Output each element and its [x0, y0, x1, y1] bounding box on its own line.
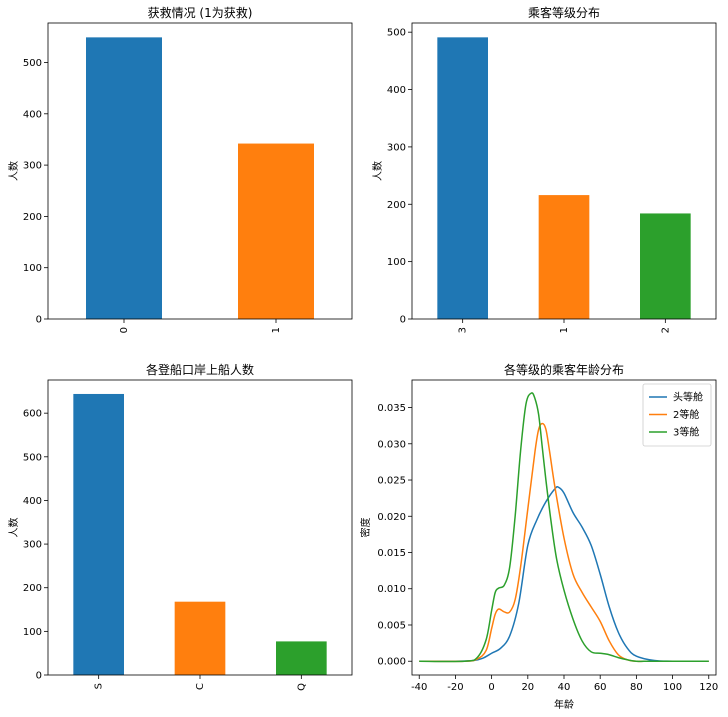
- x-tick-label: 1: [559, 327, 570, 333]
- x-tick-label: 40: [558, 682, 571, 693]
- x-tick-label: 0: [119, 327, 130, 333]
- series-line-2: [419, 422, 709, 663]
- x-tick-label: 80: [630, 682, 643, 693]
- chart-title: 乘客等级分布: [528, 5, 600, 20]
- y-tick-label: 0.010: [377, 584, 406, 595]
- y-axis-label: 人数: [371, 161, 384, 181]
- chart-age-density: -40 -20 0 20 40 60 80 100 120 0.000 0.005 0.010 0.01…: [359, 362, 718, 711]
- y-tick-label: 400: [23, 496, 42, 507]
- y-tick-label: 300: [23, 540, 42, 551]
- y-tick-label: 0.025: [377, 476, 406, 487]
- y-axis-label: 密度: [359, 518, 372, 538]
- x-tick-label: C: [195, 683, 206, 690]
- y-tick-label: 0.035: [377, 403, 406, 414]
- y-tick-label: 100: [23, 263, 42, 274]
- bar-2: [640, 213, 691, 319]
- series-line-3: [419, 392, 709, 663]
- x-tick-label: -40: [411, 682, 427, 693]
- x-tick-label: -20: [447, 682, 463, 693]
- bar-1: [238, 143, 314, 319]
- y-tick-label: 200: [23, 583, 42, 594]
- y-tick-label: 500: [23, 452, 42, 463]
- axes-frame: [47, 379, 353, 676]
- legend-label-1: 头等舱: [673, 391, 703, 404]
- x-tick-label: S: [94, 683, 105, 689]
- legend-box: [642, 383, 712, 447]
- series-line-1: [419, 486, 709, 663]
- bar-Q: [276, 641, 327, 675]
- axes-frame: [411, 379, 717, 676]
- y-tick-label: 500: [23, 58, 42, 69]
- x-tick-label: 20: [521, 682, 534, 693]
- x-tick-label: 60: [594, 682, 607, 693]
- legend-label-2: 2等舱: [673, 408, 699, 421]
- axes-frame: [47, 22, 353, 320]
- chart-title: 获救情况 (1为获救): [148, 5, 253, 20]
- y-tick-label: 500: [387, 28, 406, 39]
- y-axis-label: 人数: [7, 161, 20, 181]
- y-tick-label: 100: [23, 627, 42, 638]
- y-axis-label: 人数: [7, 518, 20, 538]
- y-tick-label: 0.020: [377, 512, 406, 523]
- x-tick-label: 0: [488, 682, 494, 693]
- y-tick-label: 0: [36, 315, 42, 326]
- x-tick-label: 3: [458, 327, 469, 333]
- legend-label-3: 3等舱: [673, 426, 699, 439]
- y-tick-label: 0.005: [377, 620, 406, 631]
- bar-3: [437, 37, 488, 319]
- y-tick-label: 300: [23, 161, 42, 172]
- x-tick-label: 120: [699, 682, 718, 693]
- chart-title: 各等级的乘客年龄分布: [504, 362, 624, 377]
- axes-frame: [411, 22, 717, 320]
- y-tick-label: 0: [400, 315, 406, 326]
- y-tick-label: 100: [387, 257, 406, 268]
- bar-S: [73, 393, 124, 675]
- bar-0: [86, 37, 162, 319]
- y-tick-label: 400: [23, 109, 42, 120]
- y-tick-label: 600: [23, 409, 42, 420]
- x-tick-label: 2: [660, 327, 671, 333]
- bar-C: [174, 601, 226, 675]
- bar-1: [538, 195, 590, 319]
- y-tick-label: 300: [387, 142, 406, 153]
- y-tick-label: 0.000: [377, 657, 406, 668]
- y-tick-label: 0.030: [377, 439, 406, 450]
- y-tick-label: 400: [387, 85, 406, 96]
- x-tick-label: 100: [663, 682, 682, 693]
- x-tick-label: Q: [296, 683, 307, 691]
- x-axis-label: 年龄: [554, 698, 574, 711]
- x-tick-label: 1: [271, 327, 282, 333]
- chart-title: 各登船口岸上船人数: [146, 362, 254, 377]
- y-tick-label: 0.015: [377, 548, 406, 559]
- chart-survival: 0 1 0 100 200 300 400 500 获救情况 (1为获救) 人数: [7, 5, 353, 333]
- y-tick-label: 0: [36, 671, 42, 682]
- y-tick-label: 200: [387, 200, 406, 211]
- y-tick-label: 200: [23, 212, 42, 223]
